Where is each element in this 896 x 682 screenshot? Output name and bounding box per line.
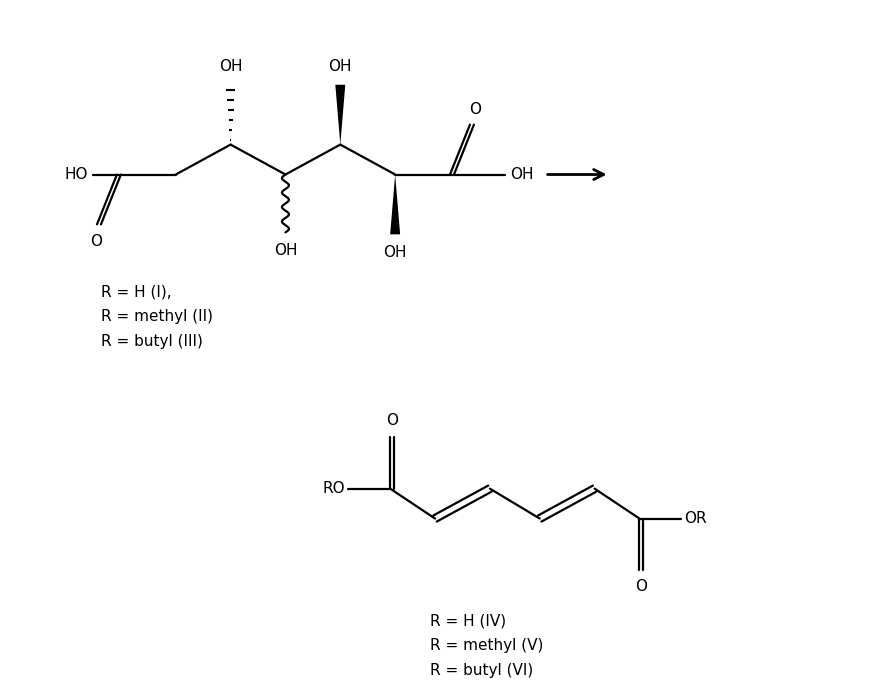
Text: OR: OR (685, 511, 707, 526)
Text: R = H (I),: R = H (I), (101, 284, 172, 299)
Text: O: O (635, 579, 648, 594)
Text: OH: OH (329, 59, 352, 74)
Polygon shape (335, 85, 345, 145)
Text: O: O (469, 102, 481, 117)
Text: R = methyl (II): R = methyl (II) (101, 309, 213, 324)
Text: R = methyl (V): R = methyl (V) (430, 638, 544, 653)
Text: O: O (386, 413, 398, 428)
Text: OH: OH (383, 245, 407, 260)
Text: O: O (90, 234, 102, 249)
Text: R = butyl (VI): R = butyl (VI) (430, 663, 533, 678)
Text: R = butyl (III): R = butyl (III) (101, 334, 202, 349)
Text: R = H (IV): R = H (IV) (430, 613, 506, 628)
Text: RO: RO (323, 481, 345, 496)
Text: OH: OH (273, 243, 297, 258)
Text: HO: HO (65, 167, 88, 182)
Text: OH: OH (219, 59, 242, 74)
Polygon shape (390, 175, 401, 235)
Text: OH: OH (510, 167, 533, 182)
